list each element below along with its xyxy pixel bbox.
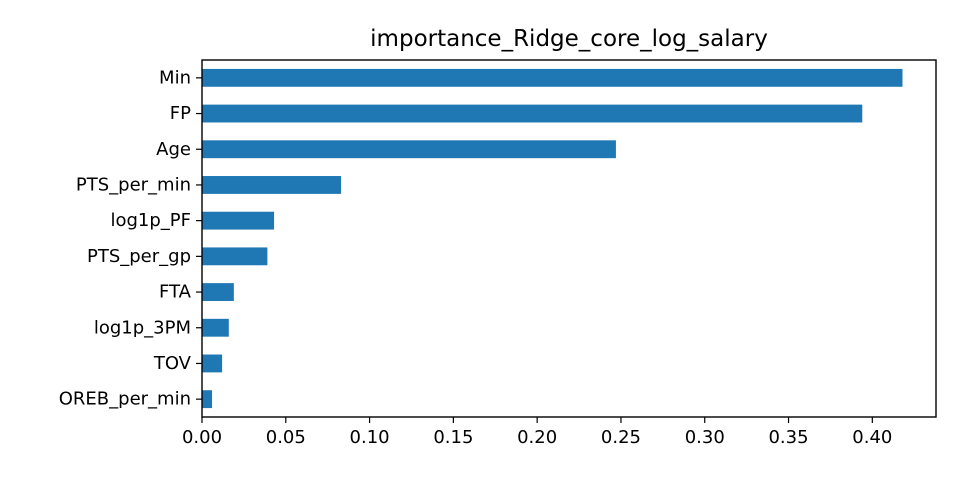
y-tick-label: FP <box>170 103 191 124</box>
plot-frame <box>201 59 937 418</box>
x-tick-label: 0.25 <box>601 427 641 448</box>
bar-age <box>202 140 616 159</box>
x-tick-label: 0.05 <box>266 427 306 448</box>
bars-group <box>202 68 903 409</box>
y-tick-label: Min <box>159 67 191 88</box>
x-tick-label: 0.35 <box>768 427 808 448</box>
x-tick-label: 0.15 <box>433 427 473 448</box>
x-tick-label: 0.40 <box>852 427 892 448</box>
y-tick-label: Age <box>156 139 191 160</box>
x-tick-label: 0.10 <box>350 427 390 448</box>
y-tick-label: OREB_per_min <box>59 389 191 410</box>
x-axis-ticks: 0.00 0.05 0.10 0.15 0.20 0.25 0.30 0.35 0.40 <box>182 417 892 448</box>
x-tick-label: 0.20 <box>517 427 557 448</box>
bar-oreb-per-min <box>202 390 213 409</box>
y-tick-label: FTA <box>159 282 192 303</box>
bar-pts-per-gp <box>202 247 268 266</box>
bar-min <box>202 68 903 87</box>
bar-log1p-pf <box>202 211 275 230</box>
bar-pts-per-min <box>202 176 342 194</box>
x-tick-label: 0.00 <box>182 427 222 448</box>
y-axis-labels: Min FP Age PTS_per_min log1p_PF PTS_per_gp FTA… <box>59 67 202 410</box>
bar-tov <box>202 354 223 373</box>
y-tick-label: log1p_3PM <box>94 317 191 338</box>
bar-log1p-3pm <box>202 318 229 337</box>
x-tick-label: 0.30 <box>685 427 725 448</box>
y-tick-label: PTS_per_gp <box>87 246 191 267</box>
bar-fta <box>202 283 234 301</box>
bar-fp <box>202 104 863 123</box>
chart-title: importance_Ridge_core_log_salary <box>370 26 768 52</box>
y-tick-label: log1p_PF <box>110 210 191 231</box>
y-tick-label: TOV <box>153 353 192 374</box>
y-tick-label: PTS_per_min <box>76 174 191 195</box>
